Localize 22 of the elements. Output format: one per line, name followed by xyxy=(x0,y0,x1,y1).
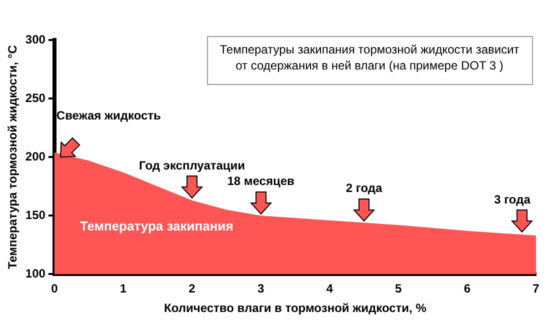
x-tick-label: 1 xyxy=(120,282,127,296)
y-tick-label: 200 xyxy=(25,149,46,164)
annotation: Температура закипания xyxy=(80,218,234,234)
annotation: 2 года xyxy=(346,180,382,195)
annotation: Год эксплуатации xyxy=(138,158,246,173)
y-tick-label: 100 xyxy=(25,266,46,281)
annotation: Свежая жидкость xyxy=(56,108,161,123)
y-axis-title: Температура тормозной жидкости, °C xyxy=(6,44,20,270)
y-tick-label: 250 xyxy=(25,90,46,105)
annotation: 3 года xyxy=(494,192,531,207)
x-tick-label: 7 xyxy=(532,282,540,296)
annotation: 18 месяцев xyxy=(227,174,294,188)
x-tick-label: 0 xyxy=(51,282,58,296)
y-tick-label: 300 xyxy=(25,32,46,46)
annotation: Температуры закипания тормозной жидкости зависит от содержания в ней влаги (на примере DOT 3 ) xyxy=(220,42,520,72)
x-tick-label: 6 xyxy=(464,282,471,296)
x-tick-label: 3 xyxy=(257,282,264,296)
x-tick-label: 5 xyxy=(395,282,402,296)
x-tick-label: 4 xyxy=(326,282,334,296)
x-tick-label: 2 xyxy=(188,282,196,296)
y-tick-label: 150 xyxy=(25,208,46,222)
x-axis-title: Количество влаги в тормозной жидкости, % xyxy=(164,301,427,316)
